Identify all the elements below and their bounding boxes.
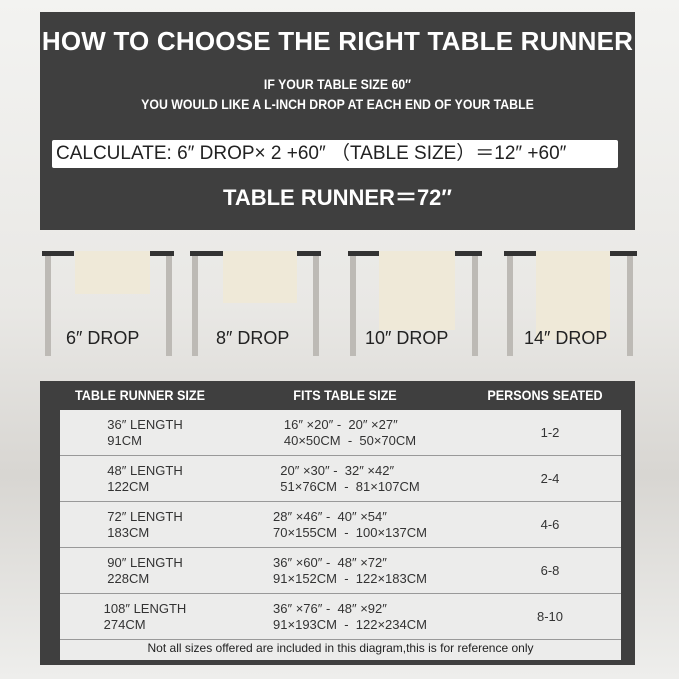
fits-cell: 36″ ×76″ - 48″ ×92″ 91×193CM - 122×234CM: [273, 601, 427, 632]
column-header-fits: FITS TABLE SIZE: [293, 387, 397, 403]
table-row: 48″ LENGTH 122CM 20″ ×30″ - 32″ ×42″ 51×…: [60, 456, 621, 502]
table-leg: [192, 256, 198, 356]
fits-cell: 16″ ×20″ - 20″ ×27″ 40×50CM - 50×70CM: [283, 417, 417, 448]
example-line-2: YOU WOULD LIKE A L-INCH DROP AT EACH END…: [141, 96, 534, 112]
runner-swatch-10: [379, 251, 455, 330]
persons-cell: 2-4: [540, 471, 560, 486]
table-row: 90″ LENGTH 228CM 36″ ×60″ - 48″ ×72″ 91×…: [60, 548, 621, 594]
runner-size-cell: 48″ LENGTH 122CM: [107, 463, 183, 494]
persons-cell: 4-6: [540, 517, 560, 532]
table-leg: [507, 256, 513, 356]
table-top: [348, 251, 379, 256]
table-body: 36″ LENGTH 91CM 16″ ×20″ - 20″ ×27″ 40×5…: [60, 410, 621, 660]
runner-size-cell: 72″ LENGTH 183CM: [107, 509, 183, 540]
table-row: 36″ LENGTH 91CM 16″ ×20″ - 20″ ×27″ 40×5…: [60, 410, 621, 456]
table-top: [150, 251, 174, 256]
runner-size-cell: 36″ LENGTH 91CM: [107, 417, 183, 448]
fits-cell: 20″ ×30″ - 32″ ×42″ 51×76CM - 81×107CM: [280, 463, 420, 494]
drop-label: 14″ DROP: [524, 328, 608, 348]
fits-cell: 28″ ×46″ - 40″ ×54″ 70×155CM - 100×137CM: [273, 509, 427, 540]
table-top: [504, 251, 536, 256]
runner-swatch-6: [75, 251, 150, 294]
drop-label: 6″ DROP: [66, 328, 140, 348]
persons-cell: 1-2: [540, 425, 560, 440]
persons-cell: 8-10: [536, 609, 564, 624]
column-header-persons: PERSONS SEATED: [487, 387, 603, 403]
table-top: [190, 251, 223, 256]
calculation-box: CALCULATE: 6″ DROP× 2 +60″ （TABLE SIZE）＝…: [52, 140, 618, 168]
table-top: [610, 251, 637, 256]
table-leg: [472, 256, 478, 356]
runner-swatch-8: [223, 251, 297, 303]
table-leg: [350, 256, 356, 356]
runner-size-cell: 108″ LENGTH 274CM: [103, 601, 187, 632]
table-top: [455, 251, 482, 256]
runner-size-cell: 90″ LENGTH 228CM: [107, 555, 183, 586]
table-row: 108″ LENGTH 274CM 36″ ×76″ - 48″ ×92″ 91…: [60, 594, 621, 640]
runner-swatch-14: [536, 251, 610, 340]
drop-label: 8″ DROP: [216, 328, 290, 348]
table-leg: [627, 256, 633, 356]
persons-cell: 6-8: [540, 563, 560, 578]
table-leg: [313, 256, 319, 356]
table-top: [42, 251, 74, 256]
example-line-1: IF YOUR TABLE SIZE 60″: [263, 76, 412, 92]
table-leg: [166, 256, 172, 356]
table-leg: [45, 256, 51, 356]
column-header-runner-size: TABLE RUNNER SIZE: [75, 387, 205, 403]
drop-label: 10″ DROP: [365, 328, 449, 348]
formula-panel: HOW TO CHOOSE THE RIGHT TABLE RUNNER IF …: [40, 12, 635, 230]
footnote: Not all sizes offered are included in th…: [147, 641, 534, 655]
size-chart: TABLE RUNNER SIZE FITS TABLE SIZE PERSON…: [40, 381, 635, 665]
fits-cell: 36″ ×60″ - 48″ ×72″ 91×152CM - 122×183CM: [273, 555, 427, 586]
table-top: [297, 251, 321, 256]
table-row: 72″ LENGTH 183CM 28″ ×46″ - 40″ ×54″ 70×…: [60, 502, 621, 548]
page-title: HOW TO CHOOSE THE RIGHT TABLE RUNNER: [41, 26, 634, 56]
result-text: TABLE RUNNER＝72″: [223, 185, 452, 210]
